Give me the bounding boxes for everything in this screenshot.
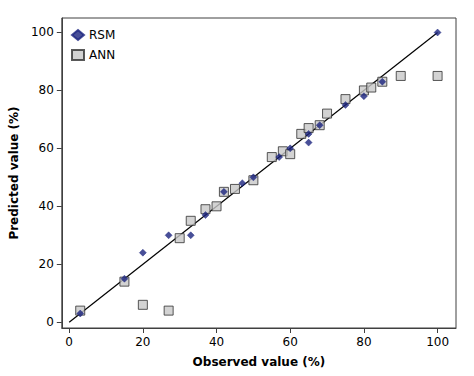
svg-text:Predicted value (%): Predicted value (%) [7, 106, 21, 239]
svg-text:40: 40 [209, 335, 224, 349]
svg-text:ANN: ANN [89, 48, 115, 62]
svg-text:0: 0 [65, 335, 73, 349]
svg-text:60: 60 [39, 141, 54, 155]
svg-text:80: 80 [39, 83, 54, 97]
svg-text:0: 0 [46, 315, 54, 329]
svg-text:40: 40 [39, 199, 54, 213]
svg-text:Observed value (%): Observed value (%) [193, 355, 326, 369]
svg-text:100: 100 [426, 335, 449, 349]
svg-text:RSM: RSM [89, 28, 115, 42]
svg-text:20: 20 [135, 335, 150, 349]
svg-text:60: 60 [283, 335, 298, 349]
svg-text:80: 80 [356, 335, 371, 349]
svg-text:20: 20 [39, 257, 54, 271]
svg-text:100: 100 [31, 25, 54, 39]
